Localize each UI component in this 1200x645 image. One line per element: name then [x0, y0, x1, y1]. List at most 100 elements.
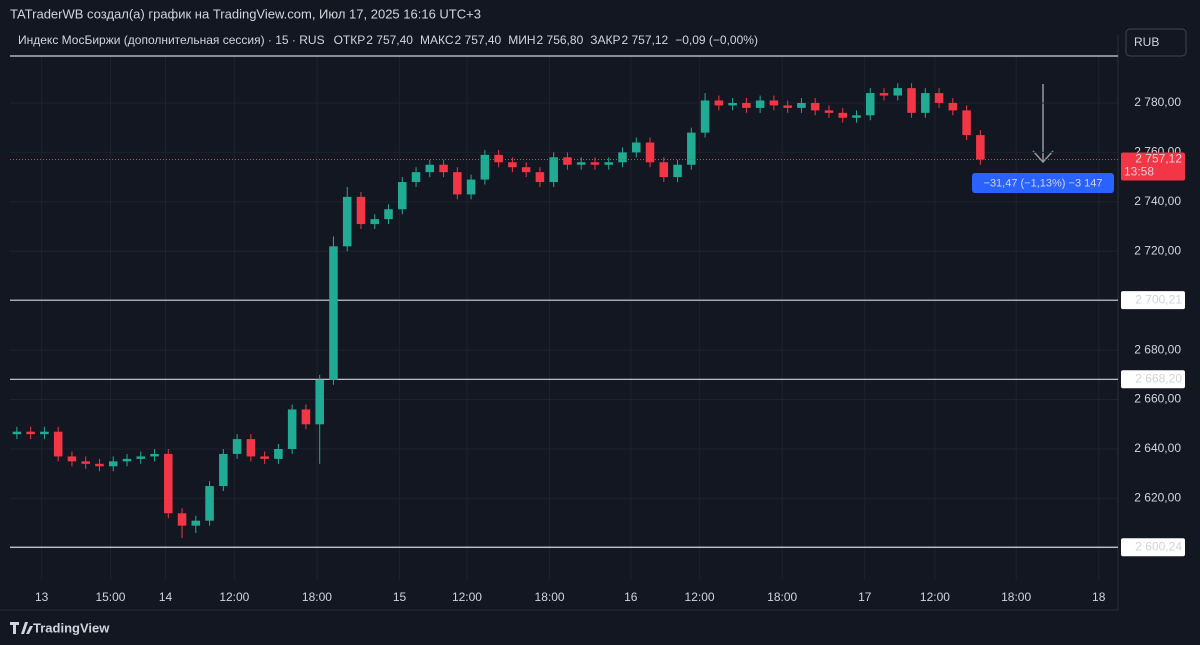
candle-body — [508, 162, 517, 168]
candle-body — [205, 486, 214, 521]
candle-body — [356, 196, 366, 225]
y-tick-label: 2 660,00 — [1134, 392, 1181, 406]
candle-body — [81, 461, 90, 464]
level-label: 2 600,24 — [1135, 539, 1182, 553]
legend-key: ОТКР — [334, 33, 366, 47]
legend-key: МИН — [508, 33, 535, 47]
candle-body — [934, 93, 944, 103]
candle-body — [301, 409, 311, 425]
candle-body — [342, 196, 352, 247]
y-tick-label: 2 740,00 — [1134, 194, 1181, 208]
legend-value: 2 757,12 — [622, 33, 669, 47]
candle-body — [398, 182, 407, 210]
candle-body — [769, 100, 779, 106]
candle-body — [921, 93, 930, 113]
candle-body — [108, 461, 118, 467]
candle-body — [535, 172, 545, 183]
candle-body — [246, 439, 256, 457]
x-tick-label: 15 — [393, 590, 407, 604]
chart-title: TATraderWB создал(а) график на TradingVi… — [10, 6, 481, 21]
countdown-label: 13:58 — [1124, 165, 1154, 179]
candle-body — [576, 162, 586, 165]
candle-body — [232, 439, 242, 454]
candle-body — [604, 162, 613, 165]
candle-body — [755, 100, 765, 108]
candle-body — [907, 88, 916, 113]
candle-body — [742, 102, 751, 108]
candle-body — [893, 88, 903, 96]
candle-body — [865, 93, 875, 116]
candle-body — [879, 93, 889, 96]
measure-label: −31,47 (−1,13%) −3 147 — [984, 177, 1103, 189]
brand-logo — [10, 622, 33, 634]
candle-body — [631, 142, 641, 153]
x-tick-label: 18:00 — [1001, 590, 1031, 604]
candle-body — [948, 102, 958, 111]
candle-body — [563, 157, 572, 165]
candle-body — [164, 453, 173, 514]
candle-body — [122, 458, 132, 462]
candle-body — [797, 102, 806, 108]
candle-body — [783, 105, 792, 108]
candle-body — [687, 132, 696, 165]
candle-body — [590, 162, 600, 165]
candle-body — [260, 456, 269, 459]
x-tick-label: 12:00 — [452, 590, 482, 604]
candle-body — [728, 102, 737, 106]
x-tick-label: 12:00 — [219, 590, 249, 604]
x-tick-label: 14 — [159, 590, 173, 604]
candle-body — [700, 100, 710, 133]
x-tick-label: 13 — [35, 590, 49, 604]
candle-body — [40, 431, 49, 435]
last-price-label: 2 757,12 — [1135, 152, 1182, 166]
candle-body — [53, 431, 63, 457]
candle-body — [714, 100, 724, 106]
candle-body — [12, 431, 22, 435]
x-tick-label: 18:00 — [767, 590, 797, 604]
candle-body — [673, 164, 682, 178]
legend: Индекс МосБиржи (дополнительная сессия) … — [18, 33, 758, 47]
candle-body — [274, 448, 283, 459]
currency-label: RUB — [1134, 35, 1159, 49]
legend-value: 2 757,40 — [366, 33, 413, 47]
candle-body — [384, 209, 393, 220]
level-label-box — [1121, 370, 1185, 389]
x-tick-label: 15:00 — [95, 590, 125, 604]
level-label-box — [1121, 538, 1185, 557]
legend-key: ЗАКР — [590, 33, 620, 47]
candle-body — [315, 379, 324, 425]
candle-body — [287, 409, 297, 449]
y-tick-label: 2 620,00 — [1134, 491, 1181, 505]
level-label-box — [1121, 291, 1185, 310]
symbol: Индекс МосБиржи (дополнительная сессия) … — [18, 33, 325, 47]
x-tick-label: 18 — [1092, 590, 1106, 604]
x-tick-label: 16 — [624, 590, 638, 604]
candle-body — [150, 453, 159, 457]
x-tick-label: 12:00 — [685, 590, 715, 604]
level-label: 2 668,20 — [1135, 371, 1182, 385]
candle-body — [439, 164, 448, 173]
last-price-box — [1121, 152, 1185, 181]
candle-body — [191, 520, 201, 526]
candle-body — [329, 246, 338, 380]
x-tick-label: 17 — [858, 590, 872, 604]
candle-body — [962, 110, 971, 136]
candle-body — [177, 513, 187, 526]
currency-button[interactable] — [1125, 28, 1187, 57]
arrow-head — [1032, 150, 1054, 164]
candle-body — [521, 167, 531, 173]
candle-body — [453, 172, 462, 195]
x-tick-label: 12:00 — [920, 590, 950, 604]
candle-body — [370, 219, 380, 225]
candle-body — [67, 456, 77, 462]
level-label: 2 700,21 — [1135, 292, 1182, 306]
y-tick-label: 2 680,00 — [1134, 342, 1181, 356]
legend-change: −0,09 (−0,00%) — [675, 33, 758, 47]
candle-body — [480, 154, 490, 180]
candle-body — [425, 164, 435, 173]
x-tick-label: 18:00 — [302, 590, 332, 604]
y-tick-label: 2 640,00 — [1134, 441, 1181, 455]
candle-body — [976, 135, 985, 160]
